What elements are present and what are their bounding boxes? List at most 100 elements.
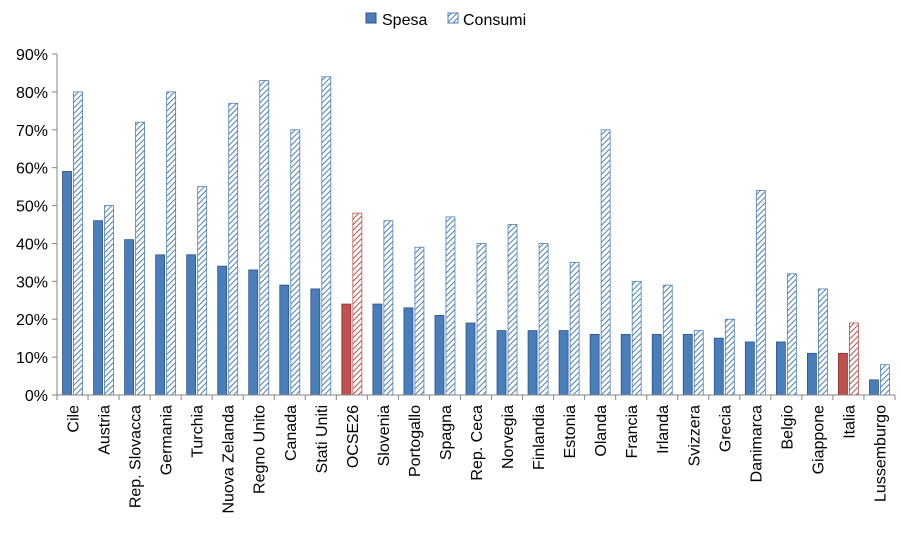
bar-spesa: [217, 265, 228, 396]
x-category-label: Portogallo: [407, 405, 424, 477]
legend-label-spesa: Spesa: [382, 12, 427, 29]
legend-swatch-spesa: [365, 12, 377, 24]
bar-spesa: [341, 303, 352, 396]
bar-spesa: [403, 307, 414, 396]
bar-consumi: [849, 322, 859, 396]
x-category-label: Slovenia: [376, 405, 393, 466]
bar-spesa: [124, 239, 134, 396]
bar-consumi: [693, 330, 704, 396]
bar-spesa: [186, 254, 197, 396]
x-category-label: Italia: [841, 405, 858, 439]
bar-spesa: [434, 315, 445, 396]
x-category-label: Canada: [283, 405, 300, 461]
x-category-label: Turchia: [190, 405, 207, 458]
x-category-label: Danimarca: [748, 405, 765, 482]
x-category-label: OCSE26: [345, 405, 362, 468]
x-category-label: Stati Uniti: [314, 405, 331, 473]
bar-consumi: [228, 102, 239, 396]
legend-swatch-consumi: [447, 12, 459, 24]
bar-spesa: [248, 269, 259, 396]
x-category-label: Norvegia: [500, 405, 517, 469]
bar-consumi: [786, 273, 797, 396]
bar-spesa: [682, 333, 693, 396]
x-category-label: Rep. Slovacca: [128, 405, 145, 508]
bar-consumi: [290, 129, 301, 396]
y-tick-label: 70%: [16, 123, 48, 140]
bar-consumi: [569, 261, 580, 396]
bar-spesa: [465, 322, 476, 396]
x-category-label: Giappone: [810, 405, 827, 474]
bar-consumi: [818, 288, 828, 396]
bar-spesa: [279, 284, 290, 396]
y-tick-label: 20%: [16, 312, 48, 329]
x-category-label: Finlandia: [531, 405, 548, 470]
bar-consumi: [414, 246, 425, 396]
x-category-label: Lussemburgo: [872, 405, 889, 502]
bar-consumi: [724, 318, 735, 396]
bar-consumi: [538, 243, 549, 396]
bar-spesa: [372, 303, 383, 396]
y-tick-label: 10%: [16, 350, 48, 367]
bar-consumi: [104, 205, 114, 396]
x-category-label: Cile: [66, 405, 83, 433]
bar-spesa: [155, 254, 166, 396]
bar-spesa: [744, 341, 755, 396]
bar-spesa: [807, 352, 817, 396]
bar-spesa: [527, 330, 538, 396]
bar-consumi: [445, 216, 456, 396]
x-category-label: Grecia: [717, 405, 734, 452]
y-tick-label: 90%: [16, 47, 48, 64]
bar-spesa: [620, 333, 631, 396]
bar-consumi: [631, 280, 642, 396]
bar-spesa: [93, 220, 103, 396]
x-category-label: Austria: [97, 405, 114, 455]
legend: Spesa Consumi: [365, 12, 526, 29]
x-category-label: Svizzera: [686, 405, 703, 466]
bar-consumi: [755, 189, 766, 396]
x-category-label: Regno Unito: [252, 405, 269, 494]
y-tick-label: 80%: [16, 85, 48, 102]
x-category-label: Belgio: [779, 405, 796, 450]
x-category-label: Estonia: [562, 405, 579, 458]
x-category-label: Francia: [624, 405, 641, 458]
bar-spesa: [558, 330, 569, 396]
y-tick-label: 30%: [16, 274, 48, 291]
x-category-label: Germania: [159, 405, 176, 475]
bar-consumi: [507, 224, 518, 396]
bar-spesa: [775, 341, 786, 396]
bar-spesa: [589, 333, 600, 396]
y-tick-label: 0%: [25, 388, 48, 405]
bar-consumi: [135, 121, 145, 396]
bar-spesa: [310, 288, 321, 396]
y-tick-label: 50%: [16, 199, 48, 216]
y-tick-label: 40%: [16, 236, 48, 253]
bar-consumi: [197, 186, 208, 396]
y-axis: 0% 10% 20% 30% 40% 50% 60% 70% 80% 90%: [16, 47, 58, 405]
bar-spesa: [713, 337, 724, 396]
bar-spesa: [651, 333, 662, 396]
bar-consumi: [73, 91, 83, 396]
bar-consumi: [880, 364, 890, 396]
bar-consumi: [600, 129, 611, 396]
bar-consumi: [476, 243, 487, 396]
bar-consumi: [166, 91, 177, 396]
bar-consumi: [321, 76, 332, 396]
bar-spesa: [838, 352, 848, 396]
x-category-label: Rep. Ceca: [469, 405, 486, 481]
legend-label-consumi: Consumi: [463, 12, 526, 29]
bar-consumi: [383, 220, 394, 396]
x-category-label: Irlanda: [655, 405, 672, 454]
bar-consumi: [352, 212, 363, 396]
x-axis: Cile Austria Rep. Slovacca Germania Turchia N…: [56, 394, 896, 514]
x-category-label: Nuova Zelanda: [221, 405, 238, 514]
bar-spesa: [496, 330, 507, 396]
bar-spesa: [62, 171, 72, 396]
x-category-label: Spagna: [438, 405, 455, 460]
bar-consumi: [662, 284, 673, 396]
y-tick-label: 60%: [16, 161, 48, 178]
bars: [62, 76, 890, 396]
bar-consumi: [259, 80, 270, 396]
x-category-label: Olanda: [593, 405, 610, 457]
bar-spesa: [869, 379, 879, 396]
